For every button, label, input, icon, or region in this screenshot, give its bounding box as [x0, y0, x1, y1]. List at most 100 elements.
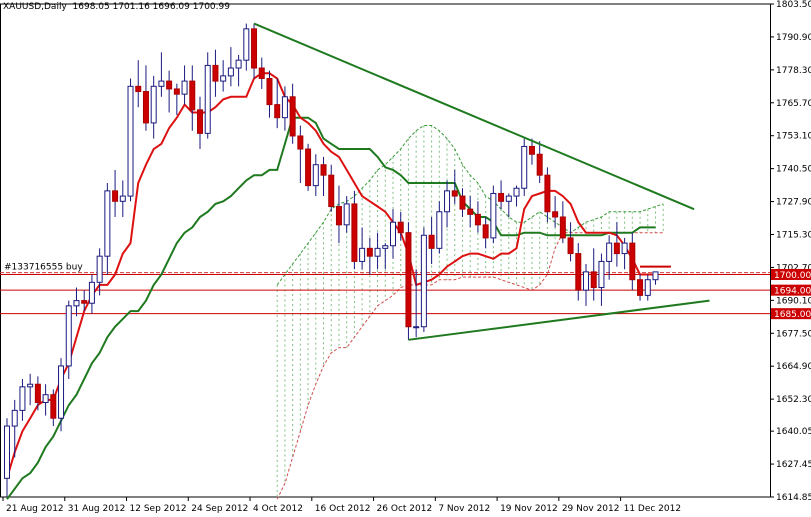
candle-body	[552, 211, 559, 218]
price-tick-label: 1627.45	[776, 460, 811, 470]
date-tick-label: 29 Nov 2012	[562, 504, 620, 514]
candle-body	[243, 28, 250, 61]
price-tick-label: 1614.85	[776, 493, 811, 503]
date-tick-label: 12 Sep 2012	[130, 504, 187, 514]
candle-body	[490, 192, 497, 239]
candle-body	[235, 59, 242, 69]
candle-body	[583, 271, 589, 291]
candle-body	[382, 245, 389, 249]
candle-body	[142, 91, 149, 124]
chart-header: XAUUSD,Daily 1698.05 1701.16 1696.09 170…	[3, 2, 230, 12]
upper-trendline	[253, 22, 695, 211]
candle-body	[204, 64, 211, 134]
candle-body	[459, 195, 466, 210]
candle-body	[281, 96, 288, 119]
date-tick-label: 21 Aug 2012	[6, 504, 64, 514]
price-tick-label: 1664.90	[776, 362, 811, 372]
candle-body	[119, 195, 126, 202]
level-tag	[771, 268, 811, 280]
candle-body	[436, 211, 443, 249]
candle-body	[528, 145, 535, 155]
candle-body	[150, 85, 157, 124]
date-tick-label: 7 Nov 2012	[438, 504, 490, 514]
level-tag	[771, 284, 811, 296]
level-tag-label: 1700.00	[774, 271, 811, 281]
candle-body	[297, 135, 304, 150]
date-tick-label: 16 Oct 2012	[315, 504, 371, 514]
candle-body	[328, 174, 335, 208]
candle-body	[189, 80, 196, 111]
candle-body	[606, 242, 613, 262]
price-tick-label: 1727.90	[776, 198, 811, 208]
candle-body	[420, 234, 427, 328]
candle-body	[166, 80, 173, 90]
candle-body	[482, 224, 489, 239]
candle-body	[112, 190, 119, 202]
lower-trendline	[408, 299, 710, 341]
candle-body	[567, 237, 574, 255]
candle-body	[127, 85, 134, 197]
candle-body	[227, 67, 234, 77]
price-tick-label: 1753.10	[776, 132, 811, 142]
candle-body	[197, 109, 203, 134]
candle-body	[536, 153, 543, 176]
candle-body	[621, 242, 628, 255]
chart-symbol: XAUUSD,Daily	[3, 2, 67, 12]
date-tick-label: 11 Dec 2012	[624, 504, 682, 514]
price-tick-label: 1652.30	[776, 395, 811, 405]
candle-body	[374, 247, 381, 257]
date-tick-label: 24 Sep 2012	[191, 504, 248, 514]
date-tick-label: 26 Oct 2012	[377, 504, 433, 514]
candle-body	[258, 67, 265, 79]
candle-body	[19, 386, 26, 411]
candle-body	[467, 208, 474, 215]
candle-body	[34, 383, 41, 404]
candle-body	[158, 80, 165, 87]
price-tick-label: 1778.30	[776, 66, 811, 76]
candle-body	[104, 190, 111, 257]
chart-ohlc: 1698.05 1701.16 1696.09 1700.99	[72, 2, 230, 12]
candle-body	[305, 148, 312, 187]
candle-body	[629, 242, 636, 281]
candle-body	[505, 195, 512, 202]
candle-body	[274, 104, 281, 119]
candle-body	[451, 190, 458, 197]
candle-body	[251, 28, 258, 69]
candle-body	[42, 394, 49, 404]
candle-body	[320, 164, 327, 176]
candle-body	[11, 409, 18, 427]
candle-body	[498, 192, 505, 202]
candle-body	[521, 145, 528, 189]
candle-body	[351, 203, 358, 262]
candle-body	[335, 206, 342, 226]
candle-body	[343, 203, 350, 226]
candle-body	[613, 242, 620, 255]
candle-body	[88, 281, 95, 304]
level-tag	[771, 308, 811, 320]
candle-body	[181, 80, 188, 95]
candle-body	[513, 187, 520, 197]
price-tick-label: 1677.50	[776, 329, 811, 339]
price-tick-label: 1690.10	[776, 296, 811, 306]
candle-body	[135, 85, 142, 93]
candle-body	[559, 216, 566, 239]
candle-body	[27, 383, 34, 388]
price-tick-label: 1702.70	[776, 263, 811, 273]
price-tick-label: 1740.50	[776, 165, 811, 175]
price-tick-label: 1640.05	[776, 427, 811, 437]
candle-body	[644, 279, 651, 296]
candle-body	[81, 300, 88, 304]
candle-body	[366, 247, 373, 257]
candle-body	[428, 234, 435, 249]
candle-body	[65, 305, 72, 367]
senkou-span-b	[276, 232, 664, 500]
candle-body	[598, 260, 605, 289]
candle-body	[4, 425, 10, 479]
senkou-span-a	[276, 125, 664, 286]
candle-body	[212, 64, 219, 82]
price-tick-label: 1803.50	[776, 0, 811, 10]
plot-frame	[0, 3, 771, 498]
candle-body	[413, 326, 420, 329]
